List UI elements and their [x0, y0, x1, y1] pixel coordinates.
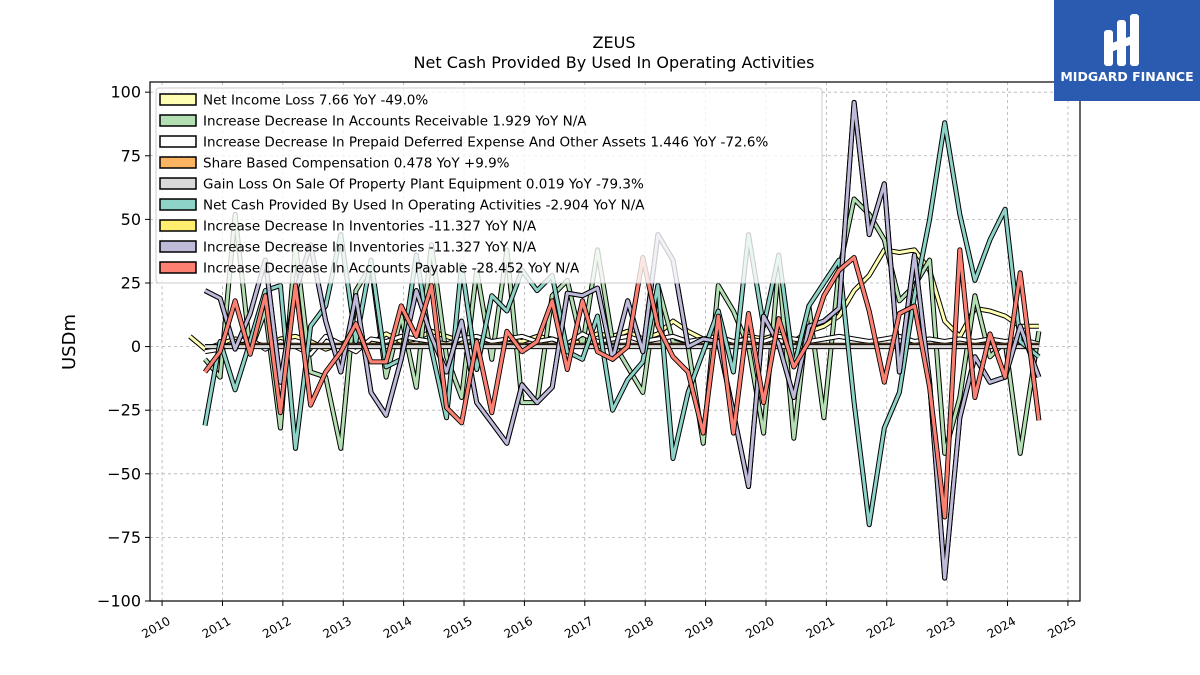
y-tick-label: −100 — [97, 592, 141, 611]
series-7-line — [204, 100, 1041, 580]
legend-label-2: Increase Decrease In Prepaid Deferred Ex… — [203, 135, 768, 151]
legend-label-0: Net Income Loss 7.66 YoY -49.0% — [203, 93, 428, 109]
legend-label-4: Gain Loss On Sale Of Property Plant Equi… — [203, 177, 644, 193]
legend: Net Income Loss 7.66 YoY -49.0% Increase … — [155, 87, 823, 284]
logo-background — [1054, 0, 1200, 101]
y-tick-label: 100 — [110, 83, 141, 102]
series-8 — [202, 247, 1042, 520]
logo-mark-icon — [1104, 14, 1139, 66]
legend-swatch-2 — [159, 135, 197, 148]
series-lines — [188, 99, 1042, 581]
legend-label-5: Net Cash Provided By Used In Operating A… — [203, 198, 645, 214]
legend-label-8: Increase Decrease In Accounts Payable -2… — [203, 261, 580, 277]
legend-swatch-4 — [159, 177, 197, 190]
y-tick-label: 25 — [121, 273, 141, 292]
y-tick-label: 75 — [121, 146, 141, 165]
legend-swatch-3 — [159, 156, 197, 169]
series-7 — [203, 99, 1042, 581]
logo-text: MIDGARD FINANCE — [1060, 69, 1193, 84]
midgard-finance-logo: MIDGARD FINANCE — [1054, 0, 1200, 101]
legend-swatch-8 — [159, 261, 197, 274]
chart-title: ZEUS — [593, 33, 636, 52]
plot-frame — [149, 81, 1081, 602]
y-axis-label: USDm — [59, 314, 80, 370]
y-tick-label: 0 — [131, 337, 141, 356]
y-tick-label: 50 — [121, 210, 141, 229]
legend-label-3: Share Based Compensation 0.478 YoY +9.9% — [203, 156, 510, 172]
y-tick-label: −75 — [107, 528, 141, 547]
legend-label-6: Increase Decrease In Inventories -11.327… — [203, 219, 537, 235]
legend-swatch-6 — [159, 219, 197, 232]
legend-label-7: Increase Decrease In Inventories -11.327… — [203, 240, 537, 256]
chart-subtitle: Net Cash Provided By Used In Operating A… — [414, 53, 815, 72]
legend-box — [155, 87, 823, 284]
y-tick-label: −50 — [107, 464, 141, 483]
legend-swatch-1 — [159, 114, 197, 127]
legend-swatch-5 — [159, 198, 197, 211]
y-tick-label: −25 — [107, 401, 141, 420]
legend-label-1: Increase Decrease In Accounts Receivable… — [203, 114, 587, 130]
series-8-line — [203, 248, 1041, 519]
legend-swatch-0 — [159, 93, 197, 106]
legend-swatch-7 — [159, 240, 197, 253]
